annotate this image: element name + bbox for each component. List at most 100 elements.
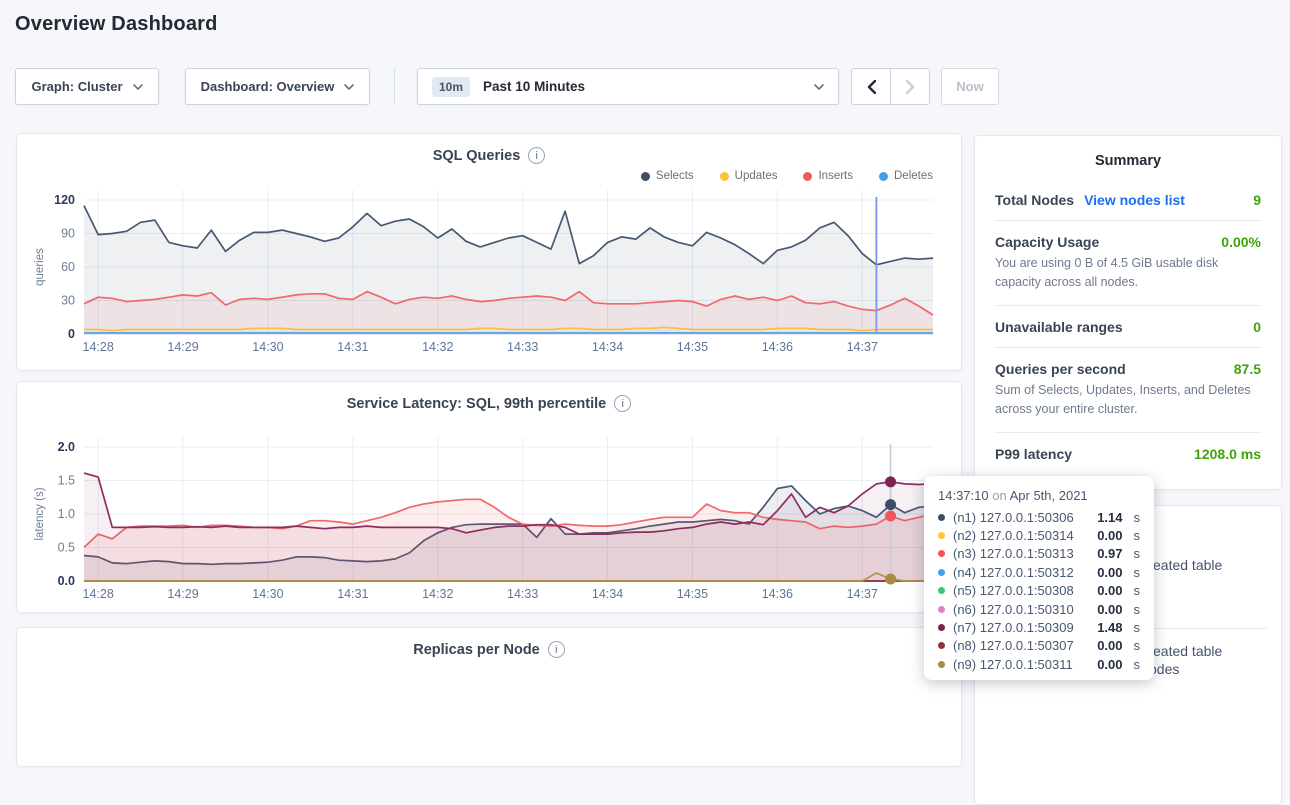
y-axis-label: queries [34, 248, 46, 286]
overview-dashboard-page: Overview Dashboard Graph: Cluster Dashbo… [0, 0, 1290, 689]
series-area-Inserts [84, 291, 933, 334]
chevron-down-icon [814, 83, 824, 90]
time-range-selector[interactable]: 10m Past 10 Minutes [417, 68, 839, 105]
sql-queries-chart[interactable]: 14:28 14:29 14:30 14:31 14:32 14:33 14:34 14:35… [17, 134, 963, 372]
series-color-dot [938, 605, 945, 613]
tooltip-row: (n2) 127.0.0.1:50314 0.00 s [938, 526, 1140, 544]
x-tick-label: 14:32 [422, 340, 453, 354]
time-range-badge: 10m [432, 76, 471, 97]
x-tick-label: 14:37 [847, 587, 878, 601]
tooltip-node-unit: s [1133, 583, 1141, 599]
summary-row: Capacity Usage 0.00% You are using 0 B o… [995, 220, 1261, 305]
summary-row-value: 0.00% [1221, 234, 1261, 250]
summary-row-value: 87.5 [1233, 360, 1261, 377]
tooltip-node-label: (n9) 127.0.0.1:50311 [953, 656, 1073, 672]
summary-row: P99 latency 1208.0 ms [995, 431, 1261, 474]
series-line-(n9) 127.0.0.1:50311 [84, 572, 933, 582]
series-color-dot [938, 532, 945, 540]
legend-label: Selects [655, 170, 694, 182]
summary-row-label: Queries per second [995, 360, 1126, 377]
tooltip-node-value: 0.00 [1097, 583, 1123, 599]
now-button[interactable]: Now [941, 68, 999, 105]
y-tick-label: 30 [61, 294, 75, 308]
series-area-Selects [84, 205, 933, 334]
time-step-buttons [851, 68, 930, 105]
tooltip-node-label: (n8) 127.0.0.1:50307 [953, 638, 1074, 654]
summary-row-link[interactable]: View nodes list [1084, 192, 1185, 208]
summary-row: Total Nodes View nodes list 9 [995, 179, 1261, 220]
replicas-per-node-card: Replicas per Node [16, 627, 962, 767]
x-tick-label: 14:30 [252, 340, 283, 354]
x-tick-label: 14:31 [337, 340, 368, 354]
legend-color-dot [803, 171, 813, 181]
tooltip-node-unit: s [1133, 528, 1141, 544]
series-line-(n7) 127.0.0.1:50309 [83, 472, 934, 535]
legend-item-deletes[interactable]: Deletes [879, 170, 933, 182]
y-tick-label: 1.0 [58, 507, 75, 521]
legend-item-inserts[interactable]: Inserts [803, 170, 853, 182]
legend-item-selects[interactable]: Selects [640, 170, 694, 182]
x-tick-label: 14:36 [762, 340, 793, 354]
tooltip-node-unit: s [1133, 546, 1141, 562]
series-color-dot [938, 660, 945, 668]
event-fragment[interactable]: eated table [1153, 643, 1223, 659]
legend-item-updates[interactable]: Updates [719, 170, 777, 182]
summary-row-description: Sum of Selects, Updates, Inserts, and De… [995, 382, 1251, 417]
series-color-dot [938, 513, 945, 521]
tooltip-node-label: (n3) 127.0.0.1:50313 [953, 546, 1074, 562]
tooltip-row: (n4) 127.0.0.1:50312 0.00 s [938, 563, 1140, 581]
y-tick-label: 0 [68, 327, 75, 341]
series-area-(n7) 127.0.0.1:50309 [84, 473, 933, 581]
tooltip-row: (n6) 127.0.0.1:50310 0.00 s [938, 600, 1140, 618]
summary-row: Queries per second 87.5 Sum of Selects, … [995, 346, 1261, 432]
tooltip-node-label: (n7) 127.0.0.1:50309 [953, 620, 1074, 636]
service-latency-card: Service Latency: SQL, 99th percentile 14… [16, 381, 962, 613]
summary-row-description: You are using 0 B of 4.5 GiB usable disk… [995, 256, 1219, 290]
tooltip-row: (n9) 127.0.0.1:50311 0.00 s [938, 655, 1140, 673]
graph-dropdown[interactable]: Graph: Cluster [15, 68, 159, 105]
event-fragment[interactable]: odes [1149, 661, 1180, 677]
tooltip-node-value: 0.00 [1097, 656, 1123, 672]
time-prev-button[interactable] [851, 68, 891, 105]
sql-queries-legend: Selects Updates Inserts Deletes [640, 170, 933, 182]
tooltip-row: (n5) 127.0.0.1:50308 0.00 s [938, 582, 1140, 600]
tooltip-node-label: (n6) 127.0.0.1:50310 [953, 601, 1074, 617]
time-range-label: Past 10 Minutes [483, 79, 586, 94]
y-tick-label: 0.0 [58, 574, 75, 588]
info-icon[interactable] [547, 641, 565, 658]
chevron-right-icon [905, 79, 914, 94]
dashboard-dropdown[interactable]: Dashboard: Overview [185, 68, 370, 105]
tooltip-node-label: (n4) 127.0.0.1:50312 [953, 564, 1074, 580]
legend-color-dot [640, 171, 650, 181]
tooltip-node-unit: s [1133, 638, 1141, 654]
hover-point [885, 573, 897, 585]
page-title: Overview Dashboard [15, 13, 218, 35]
x-tick-label: 14:29 [167, 587, 198, 601]
tooltip-node-unit: s [1133, 656, 1141, 672]
series-color-dot [938, 642, 945, 650]
tooltip-row: (n8) 127.0.0.1:50307 0.00 s [938, 637, 1140, 655]
summary-row-value: 9 [1253, 192, 1261, 208]
summary-row-label: Total Nodes [995, 192, 1075, 208]
x-tick-label: 14:33 [507, 340, 538, 354]
chart-title: Service Latency: SQL, 99th percentile [346, 395, 607, 412]
time-next-button[interactable] [890, 68, 930, 105]
y-tick-label: 90 [61, 227, 75, 241]
x-tick-label: 14:34 [592, 340, 623, 354]
summary-rows: Total Nodes View nodes list 9 Capacity U… [995, 179, 1261, 474]
chart-title: SQL Queries [432, 147, 521, 164]
dashboard-dropdown-label: Dashboard: Overview [200, 79, 335, 94]
chevron-left-icon [867, 79, 876, 94]
tooltip-timestamp: 14:37:10 on Apr 5th, 2021 [938, 488, 1088, 503]
legend-color-dot [719, 171, 729, 181]
event-fragment[interactable]: eated table [1153, 557, 1223, 573]
tooltip-node-value: 0.00 [1097, 601, 1123, 617]
tooltip-node-value: 0.00 [1097, 528, 1123, 544]
hover-point [885, 499, 897, 511]
summary-row-value: 1208.0 ms [1194, 445, 1261, 462]
service-latency-chart[interactable]: 14:28 14:29 14:30 14:31 14:32 14:33 14:34 14:35… [17, 382, 963, 614]
info-icon[interactable] [614, 395, 632, 412]
summary-panel: Summary Total Nodes View nodes list 9 Ca… [974, 135, 1282, 490]
tooltip-node-label: (n5) 127.0.0.1:50308 [953, 583, 1074, 599]
info-icon[interactable] [528, 147, 546, 164]
